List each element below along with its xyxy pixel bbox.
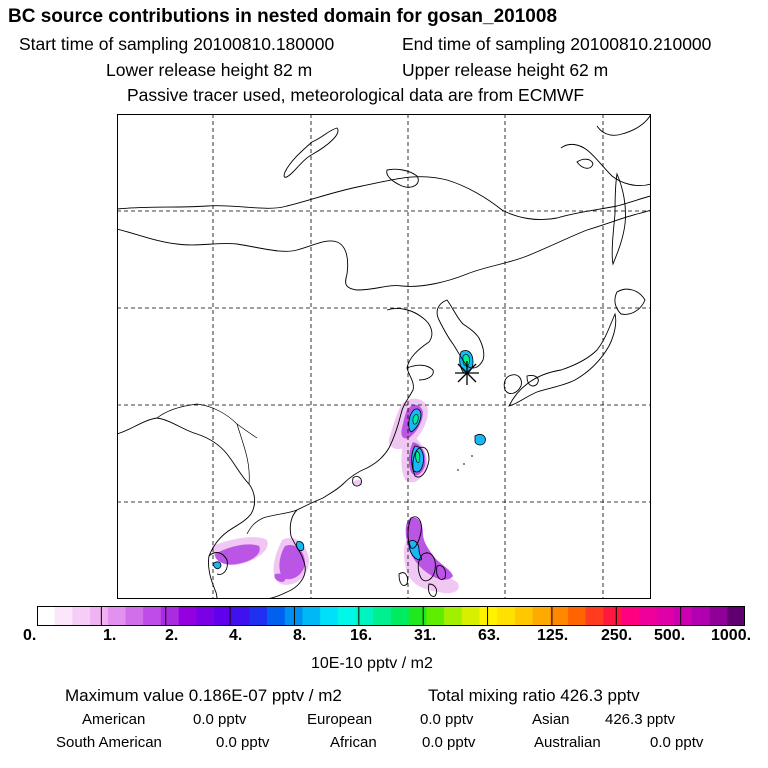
colorbar-cell	[621, 606, 640, 626]
region-value: 0.0 pptv	[420, 711, 474, 728]
colorbar-cell	[426, 606, 445, 626]
colorbar-tick-label: 250.	[601, 627, 633, 644]
colorbar-cell	[691, 606, 710, 626]
colorbar-cell	[125, 606, 144, 626]
map-frame	[117, 114, 651, 599]
region-value: 426.3 pptv	[605, 711, 676, 728]
upper-release-text: Upper release height 62 m	[402, 60, 609, 80]
tracer-note-text: Passive tracer used, meteorological data…	[127, 85, 585, 105]
colorbar-cell	[497, 606, 516, 626]
region-name: South American	[56, 734, 162, 751]
region-value: 0.0 pptv	[193, 711, 247, 728]
lower-release-text: Lower release height 82 m	[106, 60, 313, 80]
colorbar-dividers	[100, 606, 682, 626]
colorbar-cell	[196, 606, 215, 626]
colorbar-tick-label: 31.	[414, 627, 437, 644]
region-name: African	[330, 734, 377, 751]
colorbar-cell	[514, 606, 533, 626]
colorbar-cell	[408, 606, 427, 626]
colorbar-units: 10E-10 pptv / m2	[311, 655, 433, 672]
colorbar-cell	[284, 606, 303, 626]
star-asterisk-icon	[455, 361, 479, 385]
colorbar-tick-label: 1.	[103, 627, 117, 644]
colorbar-tick-label: 2.	[165, 627, 179, 644]
colorbar-cell	[302, 606, 321, 626]
colorbar-cell	[709, 606, 728, 626]
region-value: 0.0 pptv	[650, 734, 704, 751]
colorbar-cell	[568, 606, 586, 626]
colorbar-cell	[444, 606, 463, 626]
colorbar-cell	[337, 606, 356, 626]
map-panel	[117, 114, 651, 599]
colorbar-tick-label: 125.	[537, 627, 569, 644]
colorbar-cell	[727, 606, 745, 626]
colorbar-cell	[214, 606, 232, 626]
total-mixing-text: Total mixing ratio 426.3 pptv	[428, 686, 640, 705]
colorbar-cell	[107, 606, 126, 626]
colorbar-tick-label: 4.	[229, 627, 243, 644]
colorbar-cell	[479, 606, 498, 626]
plot-title: BC source contributions in nested domain…	[8, 6, 558, 27]
colorbar-cell	[178, 606, 197, 626]
colorbar-tick-label: 16.	[350, 627, 373, 644]
colorbar-cell	[54, 606, 73, 626]
max-value-text: Maximum value 0.186E-07 pptv / m2	[65, 686, 342, 705]
region-name: European	[307, 711, 373, 728]
colorbar-cell	[160, 606, 179, 626]
colorbar-cell	[37, 606, 55, 626]
colorbar-tick-label: 63.	[478, 627, 501, 644]
colorbar-cell	[656, 606, 675, 626]
start-time-text: Start time of sampling 20100810.180000	[19, 34, 335, 54]
colorbar-cell	[231, 606, 250, 626]
coastlines	[117, 114, 651, 599]
colorbar-frame	[37, 606, 745, 626]
region-name: Australian	[534, 734, 601, 751]
region-name: American	[82, 711, 146, 728]
colorbar-cell	[461, 606, 480, 626]
colorbar-cell	[674, 606, 693, 626]
colorbar-cell	[90, 606, 109, 626]
colorbar-cell	[603, 606, 622, 626]
colorbar-cells	[37, 606, 745, 626]
colorbar-tick-label: 500.	[654, 627, 686, 644]
colorbar-cell	[373, 606, 392, 626]
colorbar-cell	[249, 606, 268, 626]
colorbar-cell	[585, 606, 604, 626]
colorbar-cell	[550, 606, 569, 626]
colorbar-cell	[638, 606, 657, 626]
region-value: 0.0 pptv	[422, 734, 476, 751]
colorbar-tick-label: 0.	[23, 627, 37, 644]
colorbar	[37, 606, 745, 626]
colorbar-tick-label: 8.	[293, 627, 307, 644]
colorbar-cell	[355, 606, 374, 626]
end-time-text: End time of sampling 20100810.210000	[402, 34, 712, 54]
colorbar-cell	[267, 606, 286, 626]
colorbar-cell	[320, 606, 339, 626]
map-grid	[117, 114, 651, 599]
region-name: Asian	[532, 711, 570, 728]
colorbar-cell	[391, 606, 409, 626]
colorbar-cell	[143, 606, 162, 626]
region-value: 0.0 pptv	[216, 734, 270, 751]
colorbar-cell	[532, 606, 551, 626]
colorbar-cell	[72, 606, 91, 626]
colorbar-tick-label: 1000.	[711, 627, 752, 644]
contribution-field	[212, 350, 486, 594]
